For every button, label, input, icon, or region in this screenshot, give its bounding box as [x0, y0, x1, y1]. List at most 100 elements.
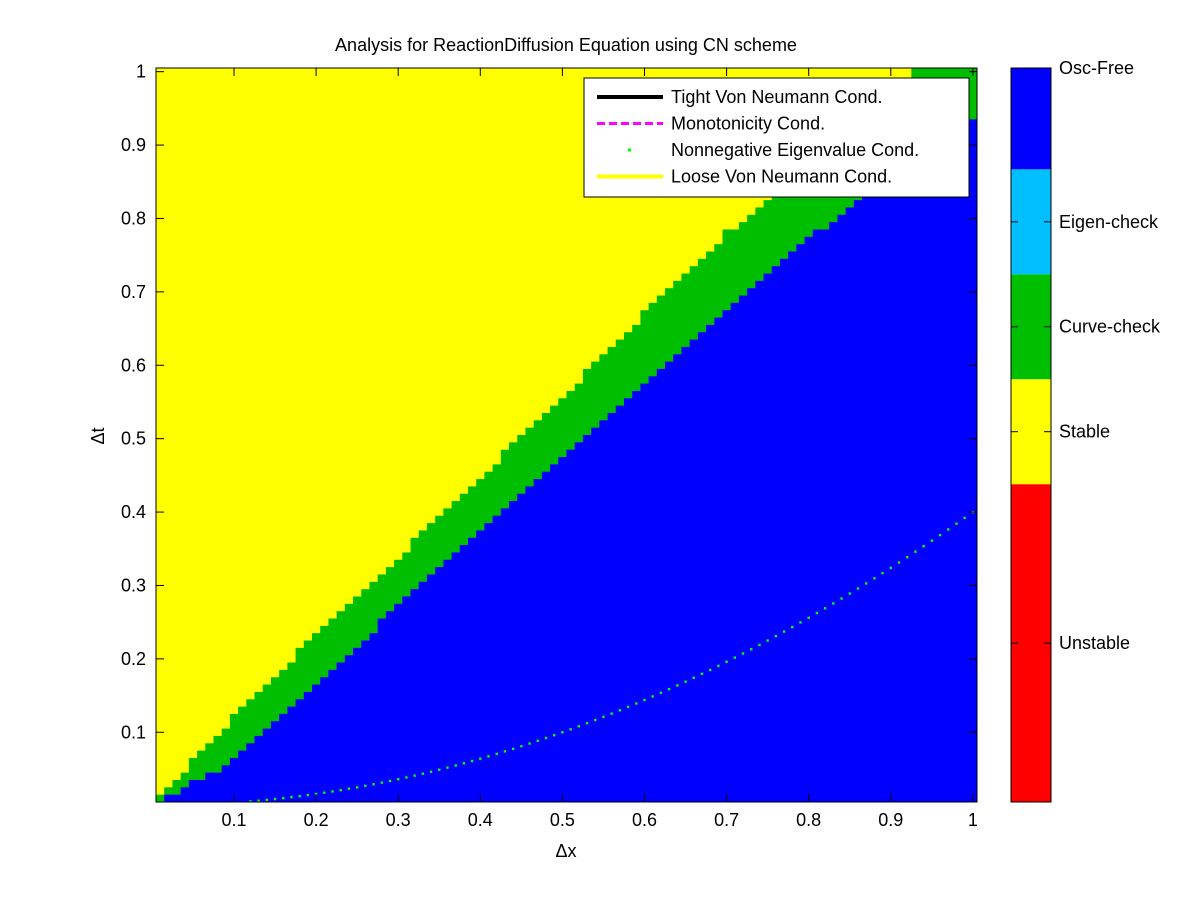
eigen-curve-point	[758, 643, 761, 647]
x-tick-label: 0.3	[386, 810, 411, 830]
x-tick-label: 0.4	[468, 810, 493, 830]
cell-curve-check	[221, 728, 231, 766]
cell-curve-check	[172, 779, 182, 796]
cell-osc-free	[697, 332, 707, 803]
cell-curve-check	[197, 750, 206, 781]
cell-curve-check	[500, 449, 510, 509]
cell-curve-check	[377, 574, 387, 619]
cell-curve-check	[484, 471, 494, 524]
cell-osc-free	[533, 479, 543, 803]
cell-osc-free	[829, 222, 838, 803]
eigen-curve-point	[503, 750, 507, 753]
cell-curve-check	[295, 647, 305, 700]
cell-curve-check	[714, 244, 723, 318]
cell-osc-free	[180, 787, 190, 803]
eigen-curve-point	[848, 592, 851, 595]
eigen-curve-point	[306, 793, 310, 797]
eigen-curve-point	[659, 691, 663, 695]
eigen-curve-point	[364, 784, 367, 788]
eigen-curve-point	[799, 621, 802, 624]
eigen-curve-point	[446, 766, 449, 769]
cell-osc-free	[968, 119, 978, 803]
eigen-curve-point	[750, 648, 753, 651]
eigen-curve-point	[938, 533, 942, 537]
cell-osc-free	[279, 713, 288, 803]
cell-osc-free	[599, 420, 608, 803]
eigen-curve-point	[930, 539, 934, 542]
cell-curve-check	[344, 603, 354, 656]
y-tick-label: 0.9	[121, 135, 146, 155]
eigen-curve-point	[331, 790, 334, 793]
legend-label: Nonnegative Eigenvalue Cond.	[671, 140, 919, 160]
cell-curve-check	[517, 435, 526, 495]
cell-curve-check	[426, 523, 436, 575]
cell-osc-free	[591, 427, 600, 803]
cell-osc-free	[779, 258, 789, 803]
eigen-curve-point	[815, 611, 819, 615]
cell-osc-free	[574, 442, 584, 803]
eigen-curve-point	[766, 639, 769, 642]
y-tick-label: 0.7	[121, 282, 146, 302]
cell-osc-free	[509, 501, 518, 803]
cell-osc-free	[205, 772, 214, 803]
cell-curve-check	[779, 185, 789, 260]
cell-curve-check	[213, 735, 223, 774]
cell-osc-free	[706, 324, 715, 803]
cell-osc-free	[714, 317, 723, 803]
cell-curve-check	[254, 691, 264, 737]
cell-osc-free	[426, 574, 436, 803]
cell-curve-check	[188, 757, 198, 781]
cell-osc-free	[730, 302, 740, 803]
eigen-curve-point	[733, 656, 737, 659]
cell-osc-free	[886, 178, 896, 803]
eigen-curve-point	[298, 794, 301, 798]
eigen-curve-point	[536, 739, 539, 743]
cell-osc-free	[435, 567, 444, 803]
x-axis-label: Δx	[555, 841, 576, 861]
cell-osc-free	[500, 508, 510, 803]
cell-curve-check	[361, 589, 370, 641]
eigen-curve-point	[906, 555, 909, 559]
axes-box	[155, 67, 978, 803]
eigen-curve-point	[643, 698, 646, 702]
cell-osc-free	[328, 669, 338, 803]
cell-curve-check	[270, 677, 280, 722]
cell-osc-free	[246, 743, 255, 803]
eigen-curve-point	[314, 792, 318, 796]
colorbar-label: Curve-check	[1059, 317, 1161, 337]
cell-osc-free	[270, 721, 280, 803]
eigen-curve-point	[594, 718, 597, 722]
eigen-curve-point	[963, 516, 966, 520]
cell-curve-check	[755, 207, 764, 282]
cell-osc-free	[952, 134, 961, 803]
x-tick-label: 0.5	[550, 810, 575, 830]
eigen-curve-point	[495, 752, 498, 756]
axes: 0.1 0.2 0.3 0.4 0.5 0.6 0.7 0.8 0.9 1 0.1 0.2 0.3 0.4…	[121, 62, 978, 830]
eigen-curve-point	[708, 668, 712, 672]
cell-osc-free	[492, 515, 502, 803]
x-tick-label: 0.2	[304, 810, 329, 830]
eigen-curve-point	[856, 587, 860, 590]
x-tick-label: 0.9	[878, 810, 903, 830]
cell-osc-free	[303, 691, 313, 803]
cell-osc-free	[221, 765, 231, 803]
eigen-curve-point	[396, 778, 400, 781]
eigen-curve-point	[380, 781, 383, 784]
cell-curve-check	[541, 412, 551, 473]
cell-curve-check	[607, 346, 617, 414]
eigen-curve-point	[840, 597, 843, 600]
cell-curve-check	[566, 390, 576, 451]
eigenvalue-curve	[249, 510, 975, 803]
cell-osc-free	[788, 251, 797, 803]
eigen-curve-point	[889, 566, 892, 570]
eigen-curve-point	[470, 759, 474, 763]
eigen-curve-point	[602, 715, 605, 719]
cell-osc-free	[410, 589, 420, 803]
cell-curve-check	[353, 596, 362, 649]
cell-curve-check	[722, 229, 732, 311]
cell-curve-check	[205, 743, 214, 774]
cell-curve-check	[673, 280, 682, 355]
eigen-curve-point	[372, 783, 375, 786]
eigen-curve-point	[347, 787, 351, 790]
legend-swatch	[628, 148, 631, 152]
